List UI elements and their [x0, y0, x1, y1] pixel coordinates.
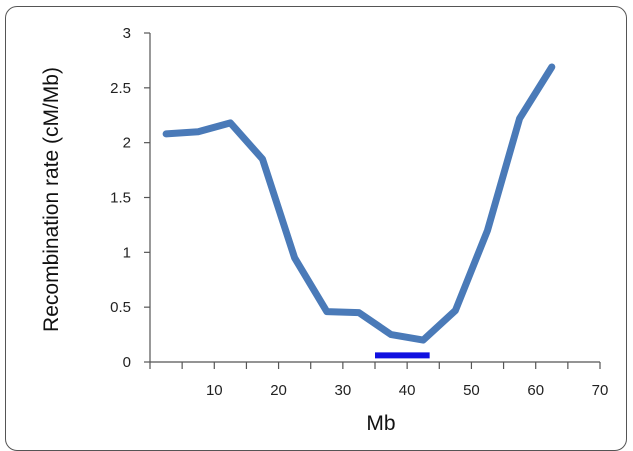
y-axis-title: Recombination rate (cM/Mb) [40, 67, 63, 332]
y-tick-label: 1 [123, 244, 131, 261]
x-tick-label: 10 [206, 382, 223, 399]
y-tick-label: 1.5 [110, 190, 131, 207]
series-layer [166, 67, 552, 340]
y-tick-label: 0.5 [110, 299, 131, 316]
line-chart: 0 0.5 1 1.5 2 2.5 3 10 20 30 40 50 60 70 Mb Recombin… [0, 0, 633, 436]
x-tick-label: 50 [463, 382, 480, 399]
x-tick-label: 60 [527, 382, 544, 399]
y-ticks: 0 0.5 1 1.5 2 2.5 3 [110, 25, 150, 371]
recombination-rate-line [166, 67, 552, 340]
y-tick-label: 2.5 [110, 80, 131, 97]
x-axis-title: Mb [366, 412, 395, 435]
y-tick-label: 0 [123, 354, 131, 371]
x-tick-label: 40 [399, 382, 416, 399]
x-tick-label: 70 [592, 382, 609, 399]
x-tick-label: 20 [270, 382, 287, 399]
y-tick-label: 3 [123, 25, 131, 42]
x-ticks: 10 20 30 40 50 60 70 [150, 362, 608, 399]
x-tick-label: 30 [335, 382, 352, 399]
y-tick-label: 2 [123, 135, 131, 152]
